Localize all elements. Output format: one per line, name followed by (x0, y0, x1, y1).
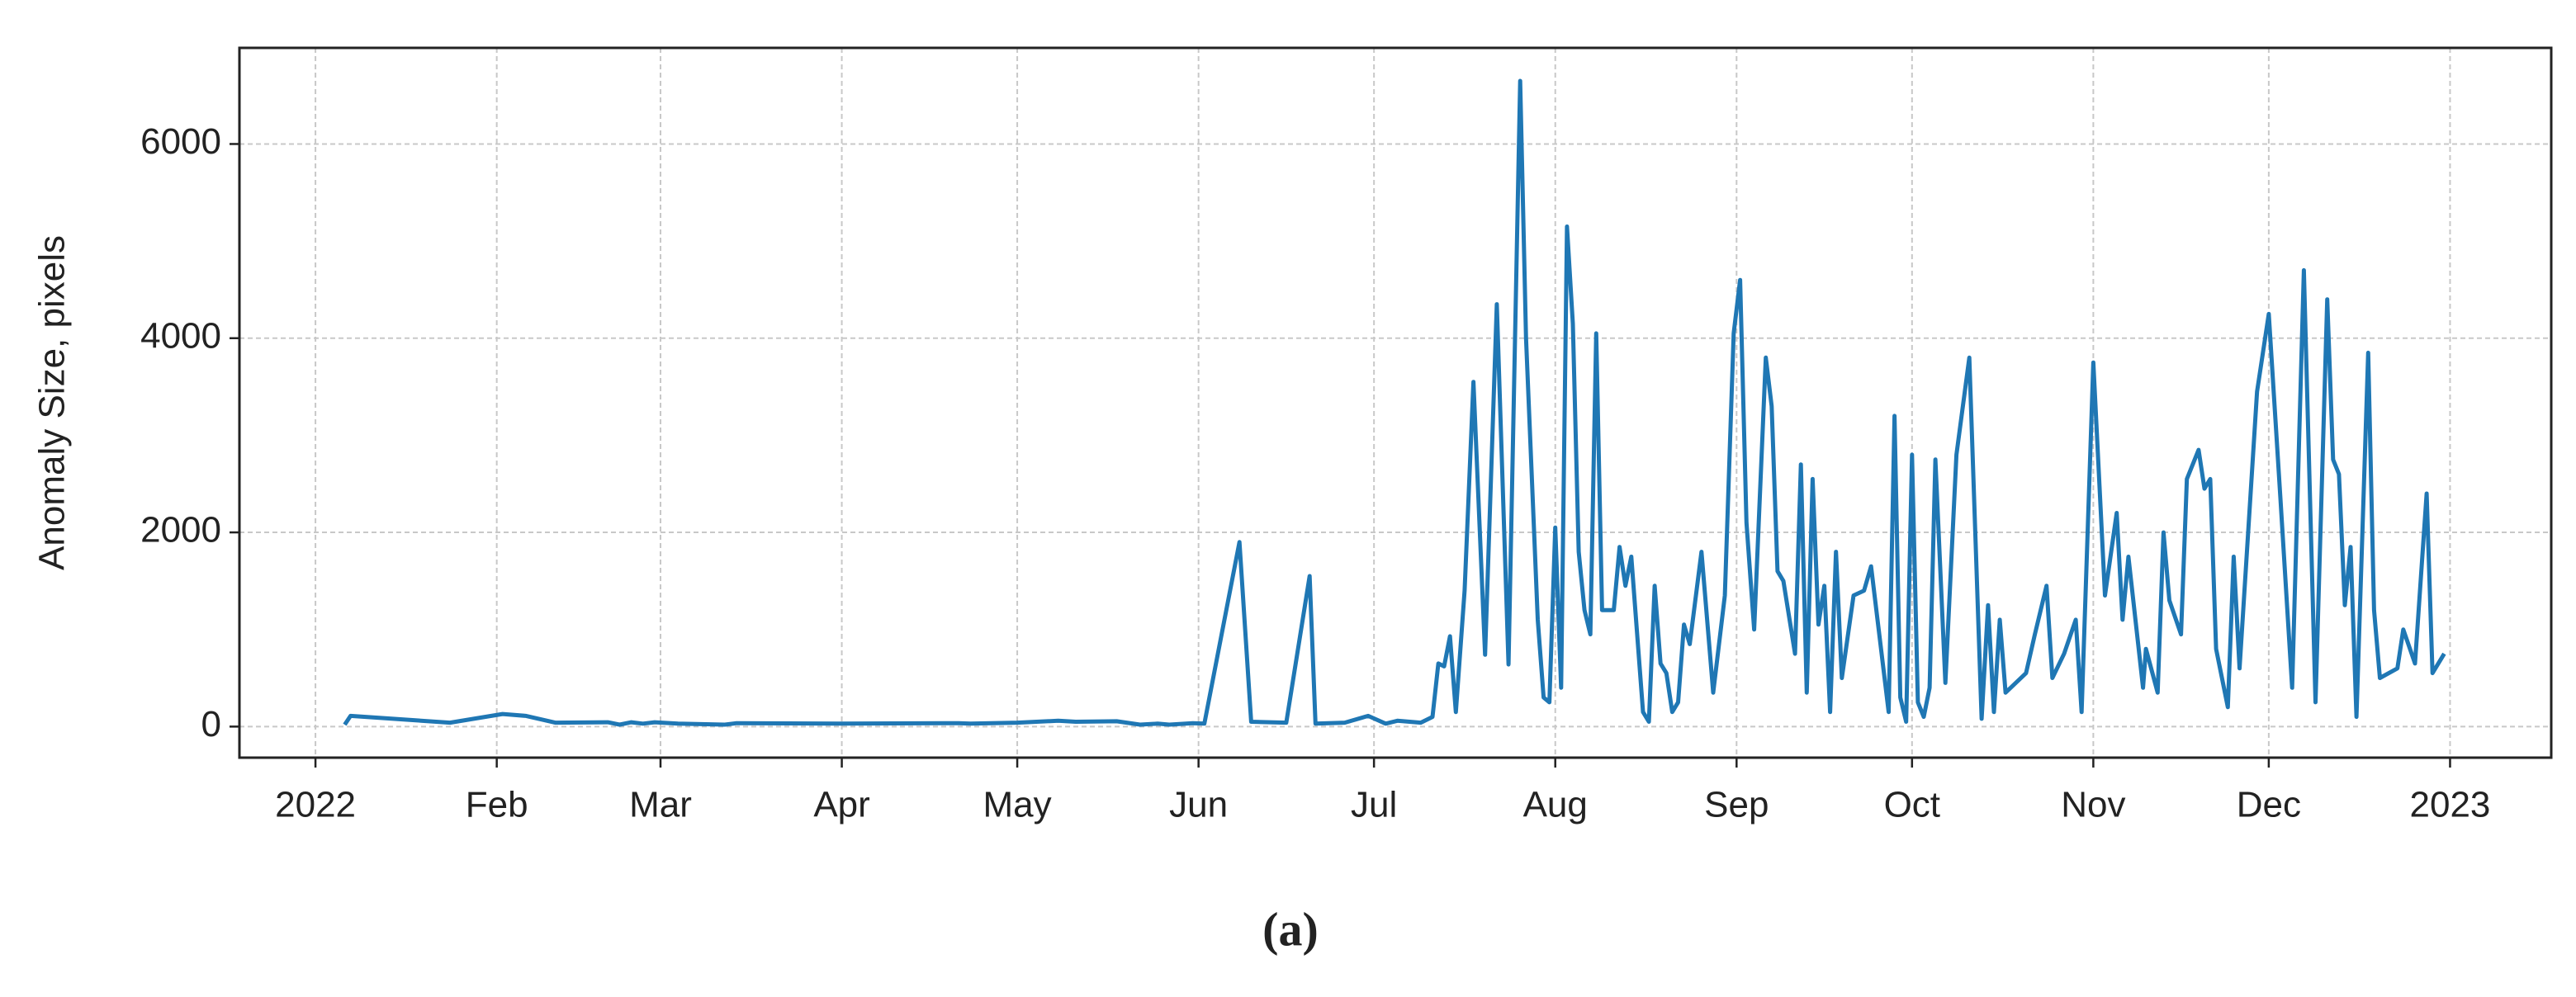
x-tick-label: Jun (1169, 785, 1228, 825)
x-tick-label: Jul (1351, 785, 1397, 825)
caption: (a) (1262, 902, 1319, 956)
x-tick-label: Mar (629, 785, 692, 825)
x-tick-label: Feb (466, 785, 528, 825)
x-tick-label: May (983, 785, 1052, 825)
y-tick-label: 6000 (140, 121, 221, 162)
x-tick-label: Aug (1523, 785, 1588, 825)
x-tick-label: 2022 (275, 785, 356, 825)
x-tick-label: Sep (1704, 785, 1769, 825)
plot-frame (238, 46, 2553, 759)
y-tick-label: 0 (201, 704, 221, 744)
x-tick-label: Oct (1884, 785, 1940, 825)
x-tick-label: Apr (813, 785, 869, 825)
x-tick-label: Nov (2061, 785, 2125, 825)
x-tick-label: 2023 (2410, 785, 2491, 825)
y-axis-label: Anomaly Size, pixels (32, 235, 73, 570)
y-tick-label: 4000 (140, 315, 221, 356)
data-line (343, 78, 2446, 727)
y-tick-label: 2000 (140, 510, 221, 550)
x-tick-label: Dec (2237, 785, 2301, 825)
